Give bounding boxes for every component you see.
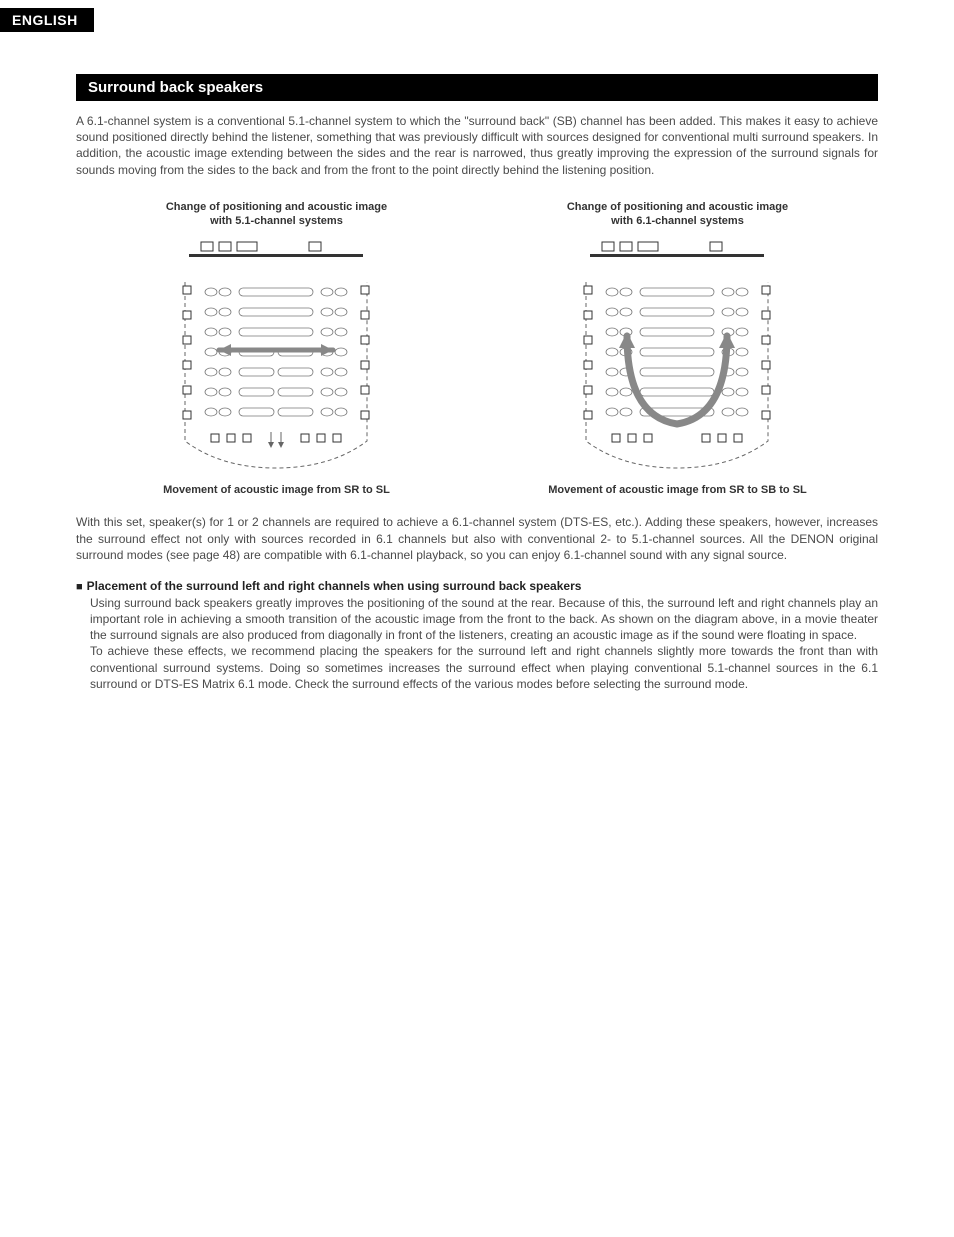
paragraph-2: With this set, speaker(s) for 1 or 2 cha… [76, 514, 878, 563]
diagram-51-title-line2: with 5.1-channel systems [210, 215, 343, 227]
diagram-51-title-line1: Change of positioning and acoustic image [166, 201, 387, 213]
subsection-p1: Using surround back speakers greatly imp… [90, 595, 878, 644]
section-title: Surround back speakers [76, 74, 878, 101]
language-tag: ENGLISH [0, 8, 94, 32]
subsection-body: Using surround back speakers greatly imp… [76, 595, 878, 692]
diagram-61-title-line2: with 6.1-channel systems [611, 215, 744, 227]
diagram-61-title-line1: Change of positioning and acoustic image [567, 201, 788, 213]
diagram-row: Change of positioning and acoustic image… [76, 200, 878, 497]
diagram-51: Change of positioning and acoustic image… [84, 200, 469, 497]
diagram-51-svg [161, 236, 391, 476]
subsection-heading-text: Placement of the surround left and right… [87, 579, 582, 593]
diagram-61-title: Change of positioning and acoustic image… [485, 200, 870, 229]
square-bullet-icon: ■ [76, 581, 83, 593]
diagram-61-svg [562, 236, 792, 476]
diagram-61: Change of positioning and acoustic image… [485, 200, 870, 497]
subsection-p2: To achieve these effects, we recommend p… [90, 643, 878, 692]
diagram-51-caption: Movement of acoustic image from SR to SL [84, 484, 469, 496]
intro-paragraph: A 6.1-channel system is a conventional 5… [76, 113, 878, 178]
diagram-61-caption: Movement of acoustic image from SR to SB… [485, 484, 870, 496]
page-content: Surround back speakers A 6.1-channel sys… [0, 74, 954, 692]
diagram-51-title: Change of positioning and acoustic image… [84, 200, 469, 229]
manual-page: ENGLISH Surround back speakers A 6.1-cha… [0, 0, 954, 732]
subsection-heading: ■ Placement of the surround left and righ… [76, 579, 878, 593]
